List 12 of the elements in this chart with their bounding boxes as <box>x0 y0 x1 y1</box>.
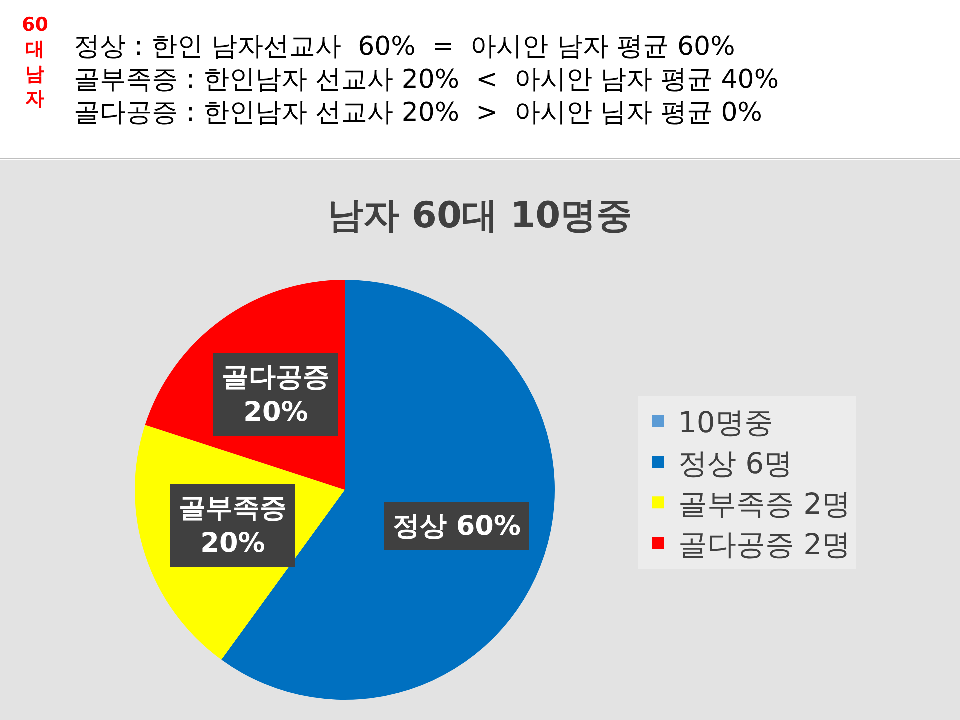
data-label: 골부족증 20% <box>179 493 287 560</box>
text: 60 대 남 자 <box>22 14 48 110</box>
data-label: 정상 60% <box>393 511 522 542</box>
chart-title: 남자 60대 10명중 <box>327 196 633 237</box>
legend-label: 골부족증 2명 <box>678 486 852 521</box>
legend-label: 10명중 <box>678 406 774 440</box>
legend-label: 정상 6명 <box>678 446 794 480</box>
legend-label: 골다공증 2명 <box>678 528 852 562</box>
text: 골다공증 : 한인남자 선교사 20% > 아시안 님자 평균 0% <box>74 98 762 128</box>
text: 골부족증 : 한인남자 선교사 20% < 아시안 남자 평균 40% <box>74 65 780 95</box>
data-label: 골다공증 20% <box>222 362 330 428</box>
text: 정상 : 한인 남자선교사 60% = 아시안 남자 평균 60% <box>74 32 736 62</box>
